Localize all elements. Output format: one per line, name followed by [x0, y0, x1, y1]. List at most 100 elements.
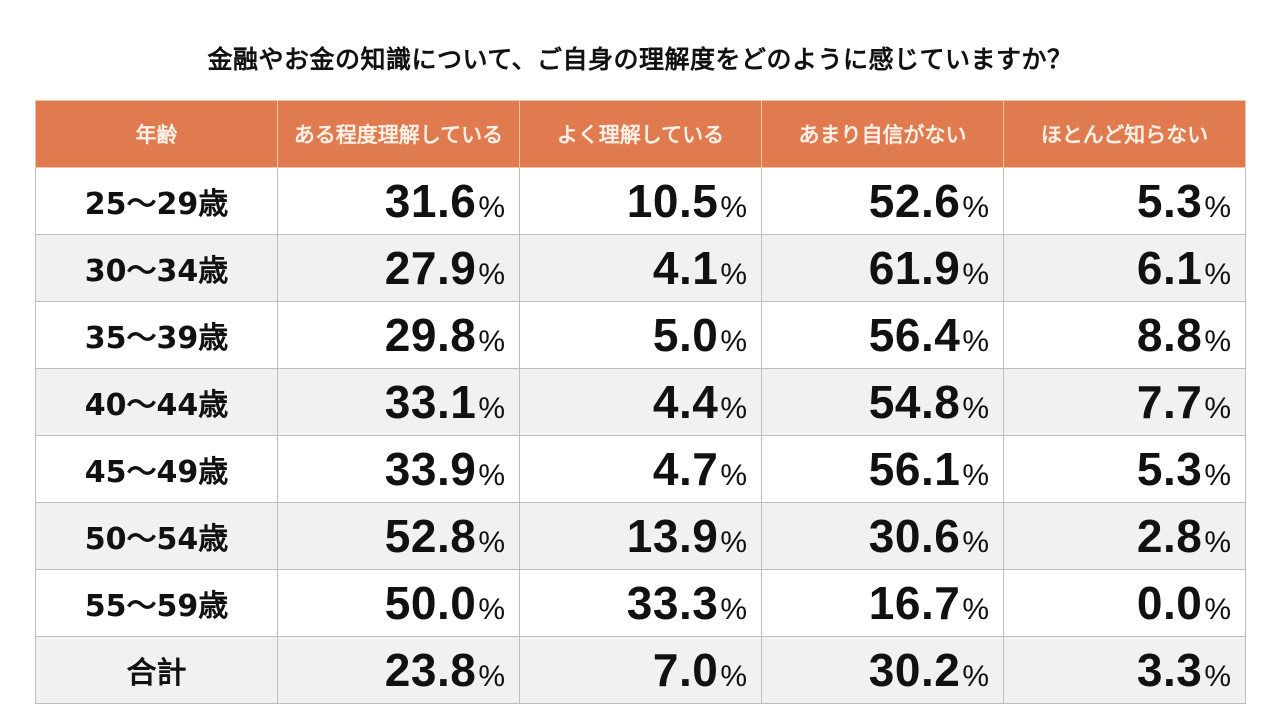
- table-row: 50〜54歳 52.8% 13.9% 30.6% 2.8%: [35, 502, 1246, 570]
- value-number: 56.4: [868, 309, 961, 361]
- percent-unit: %: [720, 258, 747, 291]
- value-cell: 33.9%: [277, 435, 520, 503]
- header-col-3: あまり自信がない: [761, 100, 1004, 168]
- table-row: 40〜44歳 33.1% 4.4% 54.8% 7.7%: [35, 368, 1246, 436]
- value-cell: 33.3%: [519, 569, 762, 637]
- value-number: 5.3: [1136, 443, 1203, 495]
- value-cell: 16.7%: [761, 569, 1004, 637]
- percent-unit: %: [962, 191, 989, 224]
- value-number: 30.6: [868, 510, 961, 562]
- value-number: 33.9: [384, 443, 477, 495]
- value-cell: 0.0%: [1003, 569, 1246, 637]
- header-age: 年齢: [35, 100, 278, 168]
- value-number: 29.8: [384, 309, 477, 361]
- value-number: 13.9: [626, 510, 719, 562]
- value-cell: 52.6%: [761, 167, 1004, 235]
- value-number: 7.7: [1136, 376, 1203, 428]
- value-number: 16.7: [868, 577, 961, 629]
- value-cell: 31.6%: [277, 167, 520, 235]
- value-number: 52.6: [868, 175, 961, 227]
- percent-unit: %: [962, 593, 989, 626]
- percent-unit: %: [1204, 258, 1231, 291]
- value-number: 3.3: [1136, 644, 1203, 696]
- value-number: 31.6: [384, 175, 477, 227]
- value-cell: 54.8%: [761, 368, 1004, 436]
- percent-unit: %: [962, 258, 989, 291]
- value-cell: 4.7%: [519, 435, 762, 503]
- value-cell: 10.5%: [519, 167, 762, 235]
- percent-unit: %: [478, 325, 505, 358]
- value-number: 23.8: [384, 644, 477, 696]
- value-cell: 7.0%: [519, 636, 762, 704]
- value-cell: 5.3%: [1003, 167, 1246, 235]
- value-number: 4.1: [652, 242, 719, 294]
- data-table: 年齢 ある程度理解している よく理解している あまり自信がない ほとんど知らない 25〜…: [35, 100, 1246, 704]
- value-number: 5.3: [1136, 175, 1203, 227]
- value-number: 30.2: [868, 644, 961, 696]
- table-row: 55〜59歳 50.0% 33.3% 16.7% 0.0%: [35, 569, 1246, 637]
- value-number: 4.7: [652, 443, 719, 495]
- row-label: 合計: [35, 636, 278, 704]
- percent-unit: %: [720, 325, 747, 358]
- value-cell: 23.8%: [277, 636, 520, 704]
- value-number: 2.8: [1136, 510, 1203, 562]
- row-label: 45〜49歳: [35, 435, 278, 503]
- value-cell: 50.0%: [277, 569, 520, 637]
- value-cell: 4.4%: [519, 368, 762, 436]
- value-number: 6.1: [1136, 242, 1203, 294]
- table-row: 合計 23.8% 7.0% 30.2% 3.3%: [35, 636, 1246, 704]
- value-number: 52.8: [384, 510, 477, 562]
- value-cell: 30.2%: [761, 636, 1004, 704]
- percent-unit: %: [720, 593, 747, 626]
- value-number: 4.4: [652, 376, 719, 428]
- row-label: 55〜59歳: [35, 569, 278, 637]
- row-label: 40〜44歳: [35, 368, 278, 436]
- percent-unit: %: [478, 660, 505, 693]
- value-number: 7.0: [652, 644, 719, 696]
- value-cell: 6.1%: [1003, 234, 1246, 302]
- percent-unit: %: [720, 459, 747, 492]
- value-cell: 8.8%: [1003, 301, 1246, 369]
- percent-unit: %: [720, 660, 747, 693]
- value-cell: 52.8%: [277, 502, 520, 570]
- value-number: 27.9: [384, 242, 477, 294]
- row-label: 30〜34歳: [35, 234, 278, 302]
- percent-unit: %: [962, 325, 989, 358]
- value-cell: 33.1%: [277, 368, 520, 436]
- percent-unit: %: [1204, 325, 1231, 358]
- table-title: 金融やお金の知識について、ご自身の理解度をどのように感じていますか？: [207, 45, 1073, 74]
- percent-unit: %: [962, 526, 989, 559]
- header-col-2: よく理解している: [519, 100, 762, 168]
- value-cell: 13.9%: [519, 502, 762, 570]
- value-cell: 29.8%: [277, 301, 520, 369]
- value-number: 0.0: [1136, 577, 1203, 629]
- value-cell: 27.9%: [277, 234, 520, 302]
- percent-unit: %: [478, 392, 505, 425]
- percent-unit: %: [1204, 660, 1231, 693]
- percent-unit: %: [720, 191, 747, 224]
- value-cell: 56.4%: [761, 301, 1004, 369]
- header-col-4: ほとんど知らない: [1003, 100, 1246, 168]
- table-row: 25〜29歳 31.6% 10.5% 52.6% 5.3%: [35, 167, 1246, 235]
- table-row: 30〜34歳 27.9% 4.1% 61.9% 6.1%: [35, 234, 1246, 302]
- percent-unit: %: [478, 593, 505, 626]
- value-cell: 3.3%: [1003, 636, 1246, 704]
- header-row: 年齢 ある程度理解している よく理解している あまり自信がない ほとんど知らない: [35, 100, 1246, 168]
- percent-unit: %: [1204, 593, 1231, 626]
- percent-unit: %: [478, 459, 505, 492]
- percent-unit: %: [1204, 526, 1231, 559]
- percent-unit: %: [962, 459, 989, 492]
- percent-unit: %: [962, 660, 989, 693]
- value-cell: 30.6%: [761, 502, 1004, 570]
- table-row: 45〜49歳 33.9% 4.7% 56.1% 5.3%: [35, 435, 1246, 503]
- value-cell: 4.1%: [519, 234, 762, 302]
- value-cell: 2.8%: [1003, 502, 1246, 570]
- row-label: 25〜29歳: [35, 167, 278, 235]
- percent-unit: %: [478, 191, 505, 224]
- percent-unit: %: [720, 392, 747, 425]
- percent-unit: %: [962, 392, 989, 425]
- percent-unit: %: [1204, 459, 1231, 492]
- value-cell: 5.3%: [1003, 435, 1246, 503]
- value-number: 56.1: [868, 443, 961, 495]
- header-col-1: ある程度理解している: [277, 100, 520, 168]
